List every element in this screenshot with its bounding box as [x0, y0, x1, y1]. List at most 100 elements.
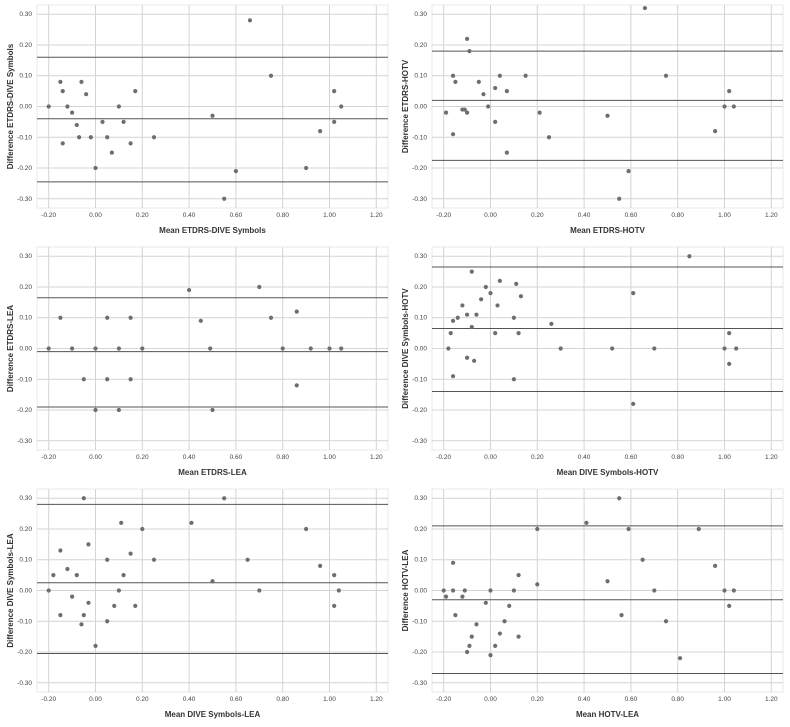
p2-y-tick-label: -0.20	[412, 165, 427, 172]
p5-data-point	[81, 496, 86, 501]
p4-x-axis-title: Mean DIVE Symbols-HOTV	[557, 468, 659, 477]
p6-data-point	[535, 526, 540, 532]
p2-y-axis-title: Difference ETDRS-HOTV	[401, 59, 410, 153]
p1-data-point	[233, 168, 238, 174]
p5-data-point	[116, 588, 121, 593]
p3-x-tick-label: 0.20	[136, 454, 149, 461]
p5-data-point	[74, 573, 79, 578]
p1-data-point	[332, 89, 337, 94]
p5-data-point	[86, 600, 91, 605]
p1-data-point	[65, 104, 70, 109]
p3-data-point	[58, 315, 63, 320]
p5-data-point	[119, 520, 124, 525]
p3-y-tick-label: 0.00	[19, 346, 32, 353]
p3-data-point	[294, 309, 299, 314]
p6-data-point	[731, 588, 736, 593]
p5-y-tick-label: -0.30	[17, 680, 32, 687]
p4-y-tick-label: 0.30	[414, 253, 427, 260]
p1-data-point	[46, 104, 51, 109]
p5-data-point	[51, 573, 56, 578]
p1-x-tick-label: 1.00	[323, 212, 336, 219]
p4-data-point	[516, 331, 521, 336]
p5-data-point	[105, 619, 110, 624]
p4-data-point	[727, 331, 732, 336]
p6-data-point	[507, 603, 512, 608]
p1-y-tick-label: 0.30	[19, 11, 32, 18]
p3-y-tick-label: -0.20	[17, 407, 32, 414]
p1-data-point	[151, 135, 157, 140]
p4-y-tick-label: -0.10	[412, 376, 427, 383]
p5-data-point	[46, 588, 51, 593]
p6-x-tick-label: 0.40	[578, 696, 591, 703]
p1-data-point	[116, 104, 121, 109]
p2-data-point	[493, 119, 498, 124]
p1-y-tick-label: -0.20	[17, 165, 32, 172]
p2-data-point	[617, 196, 622, 201]
p1-data-point	[339, 104, 344, 109]
p1-x-tick-label: 1.20	[370, 212, 383, 219]
p3-data-point	[268, 315, 274, 320]
p5-x-tick-label: 0.80	[276, 696, 289, 703]
p5-data-point	[304, 526, 309, 532]
p3-data-point	[198, 318, 203, 323]
p4-data-point	[483, 284, 488, 290]
p3-x-tick-label: 1.00	[323, 454, 336, 461]
p5-data-point	[112, 603, 117, 608]
p1-x-tick-label: 0.00	[89, 212, 102, 219]
p2-data-point	[722, 104, 727, 109]
p3-x-tick-label: 1.20	[370, 454, 383, 461]
p4-x-tick-label: 0.60	[625, 454, 638, 461]
p6-x-tick-label: 1.00	[718, 696, 731, 703]
p1-data-point	[109, 150, 114, 155]
p3-data-point	[116, 407, 121, 413]
p5-data-point	[133, 603, 138, 608]
p4-data-point	[474, 312, 479, 317]
p6-data-point	[640, 557, 645, 562]
p2-data-point	[476, 79, 481, 84]
p2-x-tick-label: 0.60	[625, 212, 638, 219]
p4-x-tick-label: 0.00	[484, 454, 497, 461]
p6-data-point	[460, 594, 465, 599]
p6-data-point	[696, 526, 701, 532]
p3-data-point	[128, 315, 133, 320]
p3-x-tick-label: -0.20	[41, 454, 56, 461]
p3-y-axis-title: Difference ETDRS-LEA	[6, 305, 15, 392]
p5-data-point	[189, 520, 194, 525]
p4-x-tick-label: 0.80	[671, 454, 684, 461]
p6-y-tick-label: -0.10	[412, 618, 427, 625]
p6-x-tick-label: 0.60	[625, 696, 638, 703]
p3-data-point	[70, 346, 75, 351]
p1-data-point	[60, 89, 65, 94]
p1-data-point	[268, 73, 274, 78]
p4-y-tick-label: 0.10	[414, 315, 427, 322]
p5-y-axis-title: Difference DIVE Symbols-LEA	[6, 533, 15, 647]
p6-y-tick-label: 0.30	[414, 495, 427, 502]
p4-data-point	[497, 278, 502, 283]
p6-data-point	[516, 573, 521, 578]
p2-y-tick-label: 0.00	[414, 104, 427, 111]
p1-data-point	[88, 135, 93, 140]
p5-x-tick-label: 0.20	[136, 696, 149, 703]
p4-x-tick-label: 1.20	[765, 454, 778, 461]
p6-data-point	[450, 560, 456, 565]
p6-data-point	[652, 588, 657, 593]
p4-data-point	[472, 358, 477, 363]
p5-data-point	[332, 603, 337, 608]
p5-y-tick-label: -0.10	[17, 618, 32, 625]
p6-x-tick-label: 0.00	[484, 696, 497, 703]
p4-data-point	[495, 303, 500, 308]
p5-data-point	[336, 588, 341, 593]
p1-y-tick-label: 0.20	[19, 42, 32, 49]
p2-x-tick-label: 0.80	[671, 212, 684, 219]
p3-data-point	[327, 346, 332, 351]
p4-data-point	[514, 281, 519, 287]
p4-data-point	[446, 346, 451, 351]
p6-data-point	[469, 634, 474, 639]
p6-y-tick-label: 0.20	[414, 526, 427, 533]
p4-data-point	[448, 331, 453, 336]
bland-altman-panel-5: -0.30 -0.20 -0.10 0.00 0.10 0.20 0.30 -0.20 0.00…	[6, 488, 389, 719]
p6-x-axis-title: Mean HOTV-LEA	[576, 710, 639, 719]
p5-data-point	[210, 579, 215, 584]
p3-data-point	[81, 377, 86, 382]
p3-data-point	[187, 287, 192, 293]
